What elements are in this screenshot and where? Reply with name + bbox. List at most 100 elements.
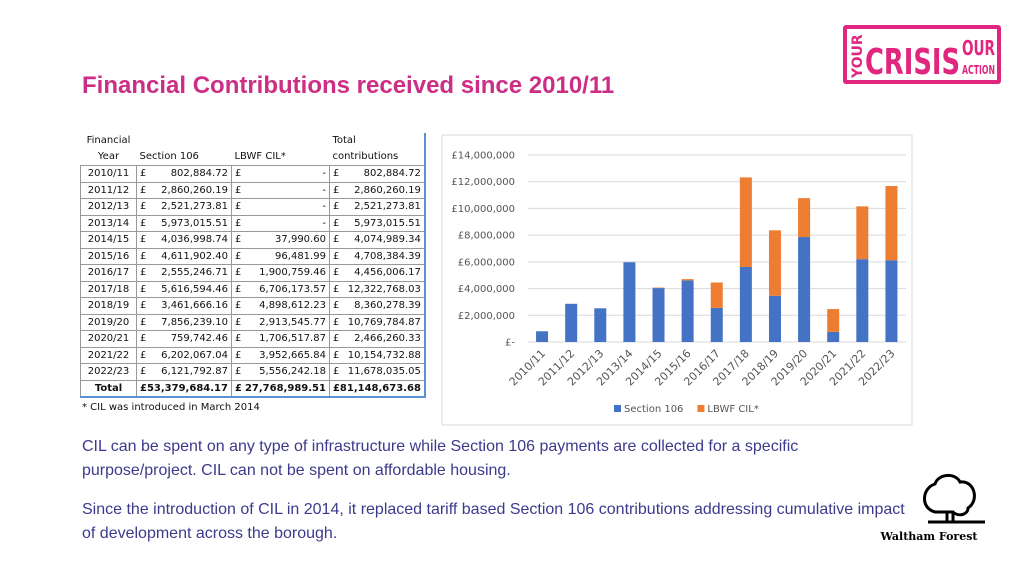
- amount-value: 81,148,673.68: [339, 382, 421, 394]
- currency: £: [332, 168, 340, 180]
- currency: £: [140, 250, 147, 262]
- currency: £: [332, 250, 340, 262]
- bar-segment: [827, 331, 840, 342]
- column-header: Section 106: [136, 133, 232, 166]
- currency: £: [332, 333, 340, 345]
- currency: £: [332, 316, 340, 328]
- footer-logo-text: Waltham Forest: [880, 530, 979, 543]
- amount-value: 5,616,594.46: [161, 283, 228, 295]
- bar-segment: [710, 282, 723, 308]
- bar-segment: [652, 287, 665, 289]
- currency: £: [140, 234, 147, 246]
- paragraph: CIL can be spent on any type of infrastr…: [82, 438, 799, 479]
- bar-segment: [768, 230, 781, 296]
- y-tick-label: £4,000,000: [458, 284, 515, 295]
- column-header: LBWF CIL*: [231, 133, 330, 166]
- y-tick-label: £-: [505, 338, 515, 349]
- legend-label: LBWF CIL*: [707, 404, 758, 415]
- amount-value: 5,973,015.51: [161, 217, 228, 229]
- amount: £3,952,665.84: [235, 350, 326, 361]
- currency: £: [140, 316, 147, 328]
- y-tick-label: £6,000,000: [458, 257, 515, 268]
- amount-value: 1,900,759.46: [259, 267, 326, 279]
- currency: £: [140, 300, 147, 312]
- amount: £4,456,006.17: [333, 267, 421, 278]
- bar-segment: [652, 288, 665, 342]
- amount-value: 53,379,684.17: [146, 382, 228, 394]
- year-cell: Total: [80, 379, 137, 398]
- amount: £4,074,989.34: [333, 234, 421, 245]
- bar-segment: [856, 259, 869, 342]
- logo-main: CRISIS: [865, 42, 960, 83]
- logo: YOUR CRISIS OUR ACTION: [843, 25, 1001, 84]
- amount-value: 7,856,239.10: [161, 316, 228, 328]
- amount-value: 4,036,998.74: [161, 234, 228, 246]
- currency: £: [234, 267, 242, 279]
- y-tick-label: £12,000,000: [451, 177, 515, 188]
- currency: £: [332, 300, 340, 312]
- currency: £: [234, 168, 242, 180]
- amount-value: 37,990.60: [275, 234, 326, 246]
- amount: £ -: [235, 185, 326, 196]
- amount-value: 4,708,384.39: [354, 250, 421, 262]
- logo-top: OUR: [962, 36, 995, 60]
- column-header: Total contributions: [329, 133, 425, 166]
- amount-cell: £ -: [230, 214, 330, 232]
- currency: £: [140, 168, 147, 180]
- y-tick-label: £8,000,000: [458, 231, 515, 242]
- amount: £8,360,278.39: [333, 300, 421, 311]
- amount: £2,466,260.33: [333, 333, 421, 344]
- amount-value: 6,202,067.04: [161, 349, 228, 361]
- legend-label: Section 106: [624, 404, 683, 415]
- logo-inner: [847, 29, 997, 80]
- currency: £: [332, 267, 340, 279]
- amount-value: 3,461,666.16: [161, 300, 228, 312]
- currency: £: [140, 349, 147, 361]
- bar-segment: [710, 307, 723, 342]
- amount-value: 3,952,665.84: [259, 349, 326, 361]
- amount: £4,898,612.23: [235, 300, 326, 311]
- y-tick-label: £2,000,000: [458, 311, 515, 322]
- amount: £802,884.72: [333, 168, 421, 179]
- amount: £2,555,246.71: [140, 267, 228, 278]
- y-tick-label: £14,000,000: [451, 151, 515, 162]
- amount: £5,556,242.18: [235, 366, 326, 377]
- amount: £12,322,768.03: [333, 284, 421, 295]
- currency: £: [234, 333, 242, 345]
- amount-value: 802,884.72: [170, 168, 228, 180]
- currency: £: [332, 234, 340, 246]
- amount-value: -: [322, 217, 326, 229]
- bar-segment: [827, 309, 840, 332]
- bar-segment: [856, 206, 869, 260]
- currency: £: [140, 267, 147, 279]
- amount: £6,202,067.04: [140, 350, 228, 361]
- currency: £: [234, 283, 242, 295]
- currency: £: [234, 184, 242, 196]
- amount: £37,990.60: [235, 234, 326, 245]
- amount: £10,154,732.88: [333, 350, 421, 361]
- amount-cell: £4,898,612.23: [230, 297, 330, 315]
- amount: £11,678,035.05: [333, 366, 421, 377]
- currency: £: [234, 201, 242, 213]
- bar-segment: [798, 237, 811, 342]
- amount-value: 96,481.99: [275, 250, 326, 262]
- amount-value: 10,154,732.88: [347, 349, 421, 361]
- currency: £: [234, 366, 242, 378]
- bar-segment: [565, 303, 578, 342]
- footnote: * CIL was introduced in March 2014: [82, 402, 260, 413]
- bar-segment: [768, 295, 781, 342]
- amount: £ -: [235, 168, 326, 179]
- amount-value: 6,706,173.57: [259, 283, 326, 295]
- amount-value: -: [322, 184, 326, 196]
- footer-logo: Waltham Forest: [880, 474, 985, 543]
- amount-value: 4,074,989.34: [354, 234, 421, 246]
- amount: £27,768,989.51: [235, 383, 326, 394]
- bar-segment: [739, 266, 752, 342]
- bar-segment: [536, 331, 549, 342]
- year-cell: 2022/23: [80, 363, 137, 381]
- currency: £: [140, 382, 147, 394]
- legend-swatch: [614, 405, 621, 412]
- currency: £: [234, 234, 242, 246]
- bar-segment: [885, 186, 898, 261]
